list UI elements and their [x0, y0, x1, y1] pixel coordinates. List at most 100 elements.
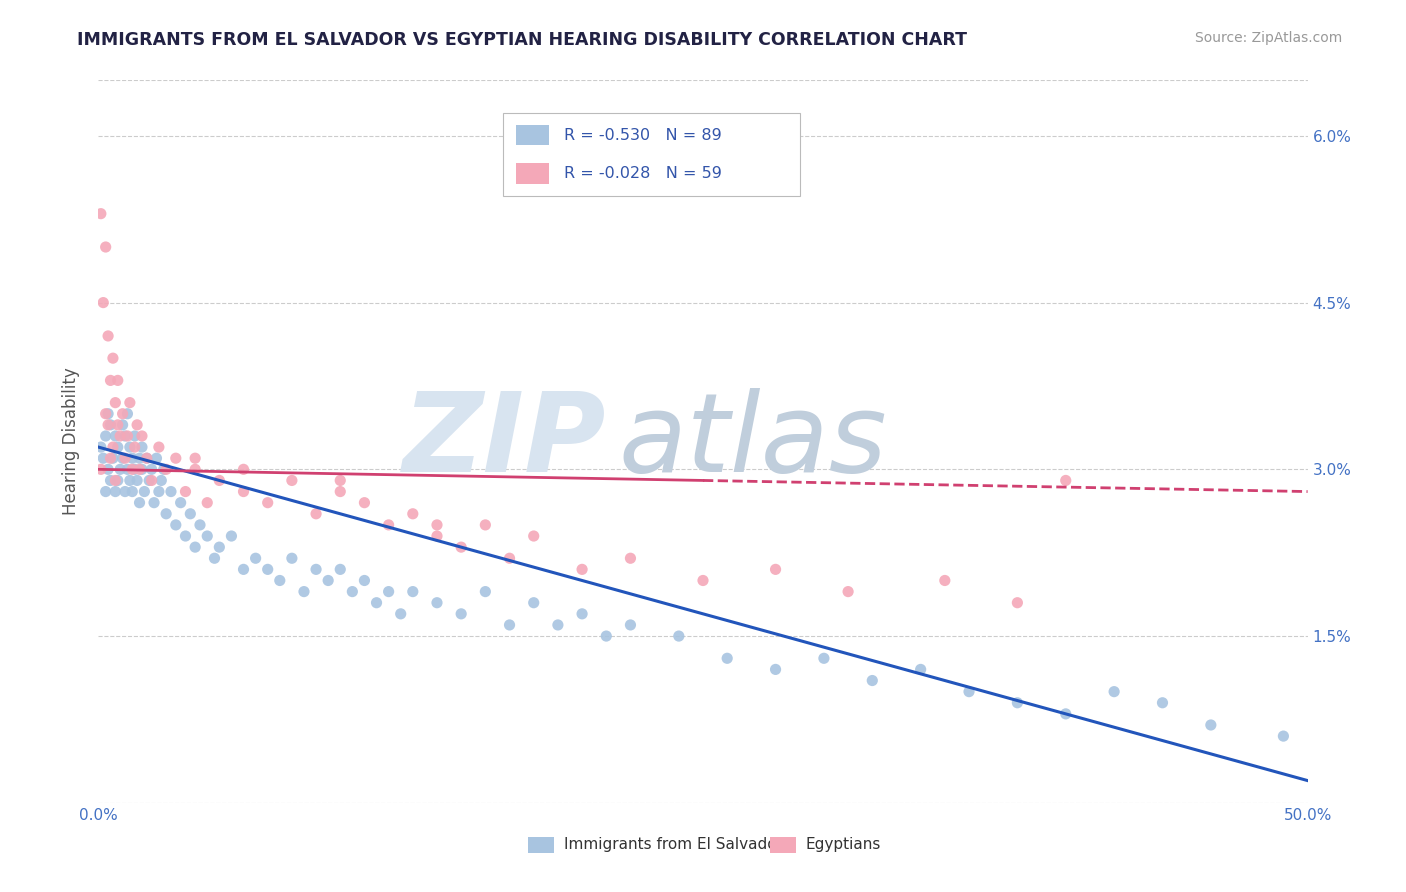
FancyBboxPatch shape	[503, 112, 800, 196]
Point	[148, 440, 170, 454]
Point	[204, 551, 226, 566]
Point	[121, 451, 143, 466]
Point	[329, 484, 352, 499]
Point	[104, 429, 127, 443]
Point	[184, 462, 207, 476]
Point	[145, 451, 167, 466]
Point	[104, 474, 127, 488]
Point	[100, 451, 122, 466]
Point	[94, 407, 117, 421]
Point	[934, 574, 956, 588]
Point	[329, 474, 352, 488]
Point	[377, 584, 399, 599]
Point	[100, 417, 122, 432]
Text: Egyptians: Egyptians	[806, 838, 882, 852]
Point	[716, 651, 738, 665]
Point	[150, 474, 173, 488]
Point	[523, 596, 546, 610]
Point	[353, 574, 375, 588]
Point	[91, 295, 114, 310]
Point	[111, 417, 134, 432]
Point	[957, 684, 980, 698]
Point	[221, 529, 243, 543]
Point	[208, 474, 231, 488]
Text: atlas: atlas	[619, 388, 887, 495]
Point	[165, 451, 187, 466]
Point	[256, 496, 278, 510]
Point	[124, 429, 146, 443]
Point	[97, 329, 120, 343]
Text: IMMIGRANTS FROM EL SALVADOR VS EGYPTIAN HEARING DISABILITY CORRELATION CHART: IMMIGRANTS FROM EL SALVADOR VS EGYPTIAN …	[77, 31, 967, 49]
Point	[208, 540, 231, 554]
Point	[100, 373, 122, 387]
Point	[138, 474, 160, 488]
Point	[281, 474, 304, 488]
Point	[523, 529, 546, 543]
Point	[692, 574, 714, 588]
FancyBboxPatch shape	[527, 838, 554, 854]
Point	[389, 607, 412, 621]
Point	[232, 562, 254, 576]
Text: ZIP: ZIP	[402, 388, 606, 495]
Point	[668, 629, 690, 643]
Point	[90, 462, 112, 476]
Point	[108, 429, 131, 443]
Point	[353, 496, 375, 510]
Point	[97, 417, 120, 432]
Point	[195, 529, 218, 543]
Point	[426, 596, 449, 610]
Point	[127, 417, 149, 432]
Point	[111, 407, 134, 421]
Point	[131, 462, 153, 476]
Point	[910, 662, 932, 676]
Point	[571, 562, 593, 576]
Point	[97, 407, 120, 421]
Text: Immigrants from El Salvador: Immigrants from El Salvador	[564, 838, 783, 852]
Point	[498, 551, 520, 566]
Point	[571, 607, 593, 621]
Point	[292, 584, 315, 599]
Point	[128, 451, 150, 466]
FancyBboxPatch shape	[516, 125, 550, 145]
Point	[90, 207, 112, 221]
Point	[135, 451, 157, 466]
Point	[1102, 684, 1125, 698]
Point	[108, 462, 131, 476]
Point	[90, 440, 112, 454]
Point	[134, 484, 156, 499]
Text: R = -0.028   N = 59: R = -0.028 N = 59	[564, 166, 721, 181]
Point	[232, 484, 254, 499]
Point	[329, 562, 352, 576]
Point	[127, 474, 149, 488]
Point	[595, 629, 617, 643]
Point	[131, 440, 153, 454]
Point	[619, 618, 641, 632]
Point	[117, 429, 139, 443]
Point	[256, 562, 278, 576]
Point	[1054, 474, 1077, 488]
Point	[547, 618, 569, 632]
Point	[117, 462, 139, 476]
Point	[124, 440, 146, 454]
Point	[135, 451, 157, 466]
Point	[1007, 596, 1029, 610]
Point	[305, 507, 328, 521]
Text: Source: ZipAtlas.com: Source: ZipAtlas.com	[1195, 31, 1343, 45]
Point	[366, 596, 388, 610]
Point	[101, 451, 124, 466]
Point	[131, 429, 153, 443]
Point	[94, 240, 117, 254]
Point	[160, 484, 183, 499]
Point	[245, 551, 267, 566]
Point	[169, 496, 191, 510]
Point	[141, 462, 163, 476]
Point	[765, 562, 787, 576]
Point	[111, 451, 134, 466]
Point	[107, 440, 129, 454]
Point	[141, 474, 163, 488]
Point	[104, 484, 127, 499]
Point	[342, 584, 364, 599]
Point	[128, 462, 150, 476]
Point	[114, 451, 136, 466]
Point	[450, 540, 472, 554]
